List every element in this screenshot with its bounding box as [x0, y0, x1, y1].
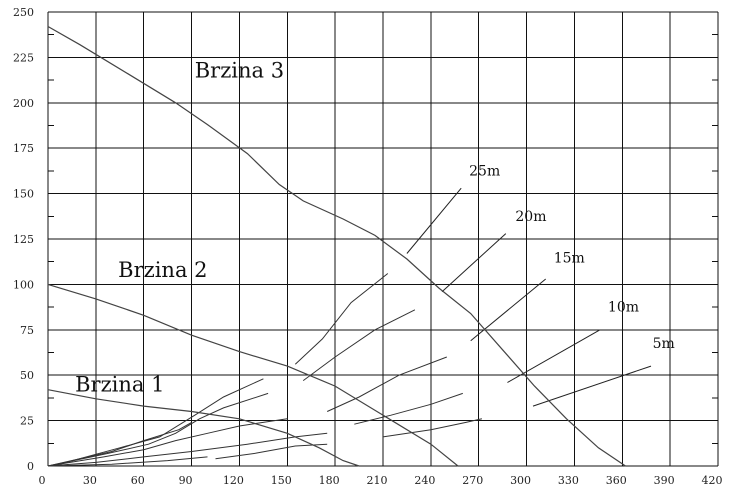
iso-curve-15m: [326, 356, 447, 412]
series-label-brzina-1: Brzina 1: [75, 373, 164, 397]
x-tick-label: 30: [83, 474, 97, 487]
y-tick-label: 200: [13, 97, 34, 110]
iso-label-20m: 20m: [515, 209, 546, 225]
grid: [47, 11, 719, 467]
iso-curve-15m: [47, 418, 288, 467]
x-tick-label: 330: [558, 474, 579, 487]
curve-labels: 25m 20m 15m 10m 5m Brzina 3 Brzina 2 Brzina 1: [75, 58, 675, 396]
iso-curve-10m: [354, 392, 463, 425]
iso-curves: [47, 187, 652, 467]
x-tick-label: 90: [179, 474, 193, 487]
series-line-brzina-3: [47, 25, 626, 467]
leader-25m: [406, 187, 462, 254]
leader-20m: [441, 233, 507, 293]
iso-curve-20m: [302, 309, 416, 382]
y-axis-ticks: 0 25 50 75 100 125 150 175 200 225 250: [13, 6, 34, 473]
iso-curve-5m: [382, 418, 483, 438]
y-tick-label: 25: [20, 415, 34, 428]
leader-15m: [470, 278, 547, 342]
iso-curve-25m: [294, 273, 389, 365]
y-tick-label: 0: [27, 460, 34, 473]
y-tick-label: 50: [20, 369, 34, 382]
series-line-brzina-2: [47, 283, 459, 467]
x-tick-label: 150: [271, 474, 292, 487]
iso-curve-25m: [47, 421, 192, 467]
x-tick-label: 0: [39, 474, 46, 487]
leader-10m: [507, 329, 601, 383]
x-tick-label: 270: [462, 474, 483, 487]
iso-label-10m: 10m: [608, 300, 639, 316]
leader-5m: [532, 365, 652, 407]
series-lines: [47, 25, 626, 467]
series-line-brzina-1: [47, 389, 360, 467]
iso-label-25m: 25m: [469, 163, 500, 179]
iso-curve-25m: [52, 378, 264, 467]
x-tick-label: 360: [606, 474, 627, 487]
x-tick-label: 300: [510, 474, 531, 487]
x-axis-ticks: 0 30 60 90 120 150 180 210 240 270 300 330 360 390 420: [39, 474, 723, 487]
x-tick-label: 60: [131, 474, 145, 487]
iso-curve-5m: [47, 456, 208, 467]
series-label-brzina-3: Brzina 3: [195, 58, 284, 82]
iso-label-5m: 5m: [653, 336, 675, 352]
iso-curve-5m: [215, 443, 328, 460]
y-tick-label: 175: [13, 142, 34, 155]
iso-label-15m: 15m: [554, 251, 585, 267]
y-tick-label: 250: [13, 6, 34, 19]
x-tick-label: 210: [367, 474, 388, 487]
series-label-brzina-2: Brzina 2: [118, 258, 207, 282]
iso-curve-20m: [47, 392, 269, 467]
x-tick-label: 180: [319, 474, 340, 487]
x-tick-label: 120: [223, 474, 244, 487]
y-tick-label: 150: [13, 188, 34, 201]
y-tick-label: 225: [13, 51, 34, 64]
y-tick-label: 100: [13, 278, 34, 291]
x-tick-label: 420: [702, 474, 723, 487]
y-tick-label: 75: [20, 324, 34, 337]
x-tick-label: 240: [414, 474, 435, 487]
y-tick-label: 125: [13, 233, 34, 246]
x-tick-label: 390: [654, 474, 675, 487]
